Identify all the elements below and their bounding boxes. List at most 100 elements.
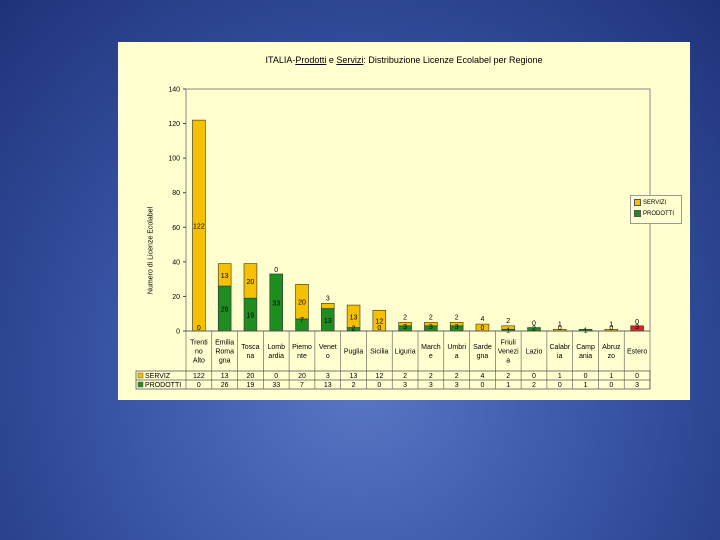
category-label: March <box>421 344 441 351</box>
table-cell-prodotti: 0 <box>377 382 381 389</box>
data-label-prodotti: 0 <box>558 325 562 332</box>
bar-servizi <box>295 284 309 320</box>
data-label-servizi: 2 <box>403 314 407 321</box>
category-label: Friuli <box>501 340 517 347</box>
category-label: Venezi <box>498 349 519 356</box>
chart-svg: 0204060801001201400122261319203307201332… <box>135 87 651 390</box>
table-cell-prodotti: 33 <box>272 382 280 389</box>
y-tick-label: 0 <box>176 329 180 336</box>
y-tick-label: 40 <box>172 259 180 266</box>
table-cell-servizi: 3 <box>326 373 330 380</box>
table-cell-servizi: 1 <box>609 373 613 380</box>
category-label: Emilia <box>215 340 234 347</box>
table-cell-servizi: 13 <box>350 373 358 380</box>
data-label-servizi: 0 <box>532 321 536 328</box>
chart-title: ITALIA-Prodotti e Servizi: Distribuzione… <box>265 55 543 65</box>
data-label-servizi: 3 <box>326 295 330 302</box>
data-label-servizi: 13 <box>221 273 229 280</box>
category-label: a <box>506 358 510 365</box>
data-label-servizi: 2 <box>506 318 510 325</box>
table-cell-servizi: 2 <box>429 373 433 380</box>
table-cell-prodotti: 1 <box>506 382 510 389</box>
data-label-prodotti: 13 <box>324 318 332 325</box>
table-cell-prodotti: 0 <box>197 382 201 389</box>
legend-item-prodotti: PRODOTTI <box>634 210 674 218</box>
bar-servizi <box>346 304 361 328</box>
table-row-header-servizi: SERVIZ <box>145 373 171 380</box>
category-label: Lazio <box>526 349 543 356</box>
category-label: Camp <box>576 344 595 351</box>
category-label: Sicilia <box>370 349 388 356</box>
table-cell-prodotti: 1 <box>584 382 588 389</box>
data-label-servizi: 122 <box>193 224 205 231</box>
table-cell-servizi: 0 <box>532 373 536 380</box>
table-cell-servizi: 12 <box>375 373 383 380</box>
table-swatch-servizi <box>137 372 144 379</box>
bar-servizi <box>449 322 464 327</box>
table-cell-servizi: 0 <box>274 373 278 380</box>
category-label: Roma <box>215 349 234 356</box>
table-cell-servizi: 1 <box>558 373 562 380</box>
table-cell-servizi: 2 <box>403 373 407 380</box>
data-label-prodotti: 19 <box>247 313 255 320</box>
data-label-servizi: 2 <box>429 314 433 321</box>
table-cell-prodotti: 13 <box>324 382 332 389</box>
category-label: Sarde <box>473 344 492 351</box>
category-label: ania <box>579 353 592 360</box>
table-cell-prodotti: 2 <box>532 382 536 389</box>
bar-servizi <box>424 322 438 327</box>
table-cell-prodotti: 3 <box>455 382 459 389</box>
category-label: Puglia <box>344 349 364 356</box>
table-cell-servizi: 0 <box>635 373 639 380</box>
bar-servizi <box>501 325 515 330</box>
category-label: ia <box>557 353 563 360</box>
data-label-prodotti: 3 <box>635 324 639 331</box>
category-label: Tosca <box>241 344 259 351</box>
table-cell-servizi: 20 <box>247 373 255 380</box>
category-label: Abruz <box>602 344 621 351</box>
table-row-header-prodotti: PRODOTTI <box>145 382 181 389</box>
category-label: a <box>455 353 459 360</box>
table-cell-prodotti: 0 <box>480 382 484 389</box>
table-swatch-prodotti <box>137 381 144 388</box>
bar-servizi <box>243 263 258 299</box>
data-label-prodotti: 3 <box>429 324 433 331</box>
category-label: Liguria <box>395 349 416 356</box>
y-tick-label: 100 <box>168 156 180 163</box>
data-label-servizi: 4 <box>480 316 484 323</box>
data-label-prodotti: 0 <box>377 325 381 332</box>
data-label-prodotti: 7 <box>300 317 304 324</box>
data-label-prodotti: 3 <box>403 324 407 331</box>
category-label: Calabr <box>549 344 570 351</box>
table-cell-servizi: 2 <box>455 373 459 380</box>
category-label: Piemo <box>292 344 312 351</box>
table-cell-prodotti: 2 <box>352 382 356 389</box>
category-label: Trenti <box>190 340 208 347</box>
table-cell-prodotti: 3 <box>635 382 639 389</box>
y-tick-label: 140 <box>168 87 180 94</box>
category-label: ardia <box>268 353 284 360</box>
bar-servizi <box>321 303 335 309</box>
chart-panel: ITALIA-Prodotti e Servizi: Distribuzione… <box>118 42 690 400</box>
data-label-servizi: 12 <box>375 319 383 326</box>
category-label: Umbri <box>447 344 466 351</box>
data-label-servizi: 20 <box>298 300 306 307</box>
data-label-prodotti: 0 <box>480 325 484 332</box>
bar-servizi <box>398 322 412 327</box>
y-tick-label: 20 <box>172 294 180 301</box>
table-cell-prodotti: 0 <box>558 382 562 389</box>
category-label: no <box>195 349 203 356</box>
legend-swatch-prodotti <box>634 210 641 217</box>
data-label-servizi: 1 <box>609 321 613 328</box>
bar-servizi <box>217 263 232 287</box>
table-cell-prodotti: 0 <box>609 382 613 389</box>
data-label-servizi: 2 <box>455 314 459 321</box>
data-label-prodotti: 0 <box>609 325 613 332</box>
category-label: gna <box>219 358 231 365</box>
table-cell-servizi: 2 <box>506 373 510 380</box>
data-label-prodotti: 0 <box>197 325 201 332</box>
category-label: Lomb <box>267 344 285 351</box>
table-cell-servizi: 20 <box>298 373 306 380</box>
category-label: nte <box>297 353 307 360</box>
